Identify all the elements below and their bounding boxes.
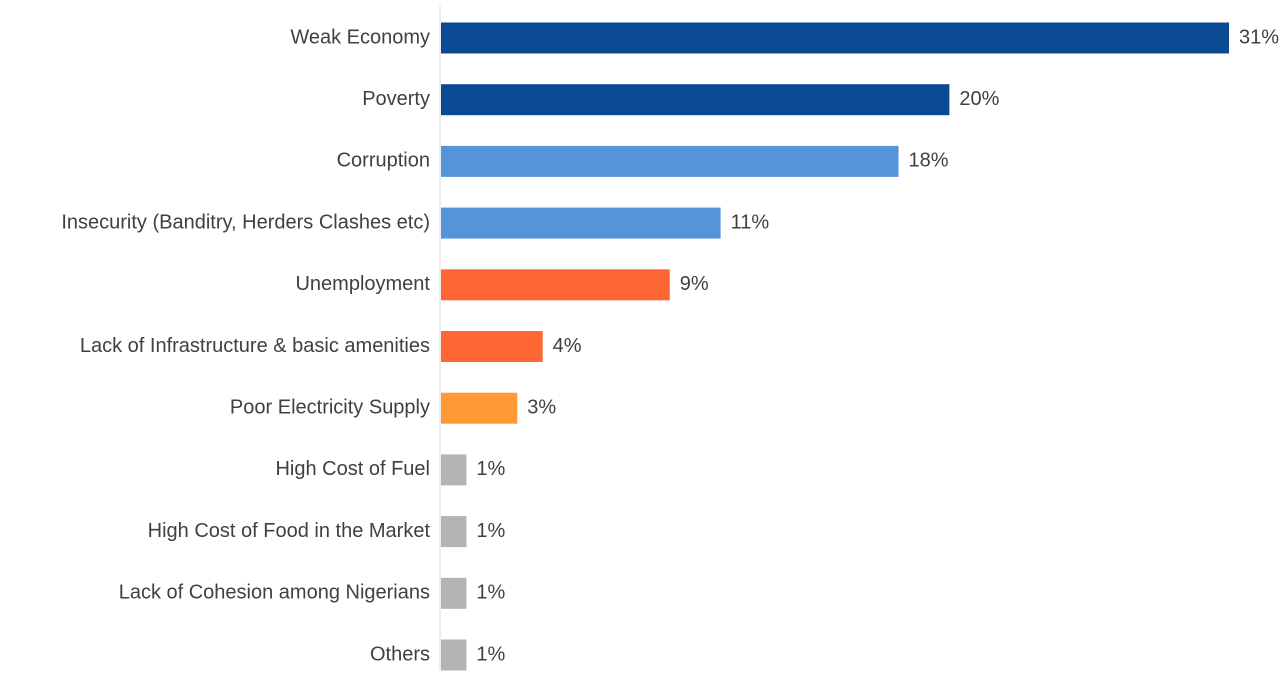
data-label: 4% xyxy=(553,335,582,357)
category-tick-label: Others xyxy=(370,643,430,665)
category-tick-label: Corruption xyxy=(337,150,430,172)
data-label: 1% xyxy=(476,520,505,542)
data-label: 1% xyxy=(476,643,505,665)
category-tick-label: Lack of Cohesion among Nigerians xyxy=(119,582,430,604)
category-tick-label: High Cost of Fuel xyxy=(275,458,430,480)
bar xyxy=(441,577,467,609)
category-tick-label: Poor Electricity Supply xyxy=(230,396,430,418)
data-label: 20% xyxy=(959,88,999,110)
data-label: 31% xyxy=(1239,26,1279,48)
bar xyxy=(441,269,670,301)
bar xyxy=(441,84,950,116)
data-label: 9% xyxy=(680,273,709,295)
bar xyxy=(441,639,467,671)
category-tick-label: Unemployment xyxy=(295,273,430,295)
bar xyxy=(441,207,721,239)
bar xyxy=(441,392,518,424)
category-tick-label: Lack of Infrastructure & basic amenities xyxy=(80,335,430,357)
data-label: 1% xyxy=(476,582,505,604)
category-tick-label: Poverty xyxy=(362,88,430,110)
bar xyxy=(441,22,1229,54)
bar xyxy=(441,331,543,362)
category-tick-label: Weak Economy xyxy=(290,26,430,48)
category-tick-label: High Cost of Food in the Market xyxy=(148,520,431,542)
bar xyxy=(441,454,467,486)
data-label: 11% xyxy=(731,211,770,233)
data-label: 3% xyxy=(527,396,556,418)
category-tick-label: Insecurity (Banditry, Herders Clashes et… xyxy=(61,211,430,233)
data-label: 18% xyxy=(909,150,949,172)
data-label: 1% xyxy=(476,458,505,480)
bar xyxy=(441,145,899,177)
bar xyxy=(441,516,467,548)
